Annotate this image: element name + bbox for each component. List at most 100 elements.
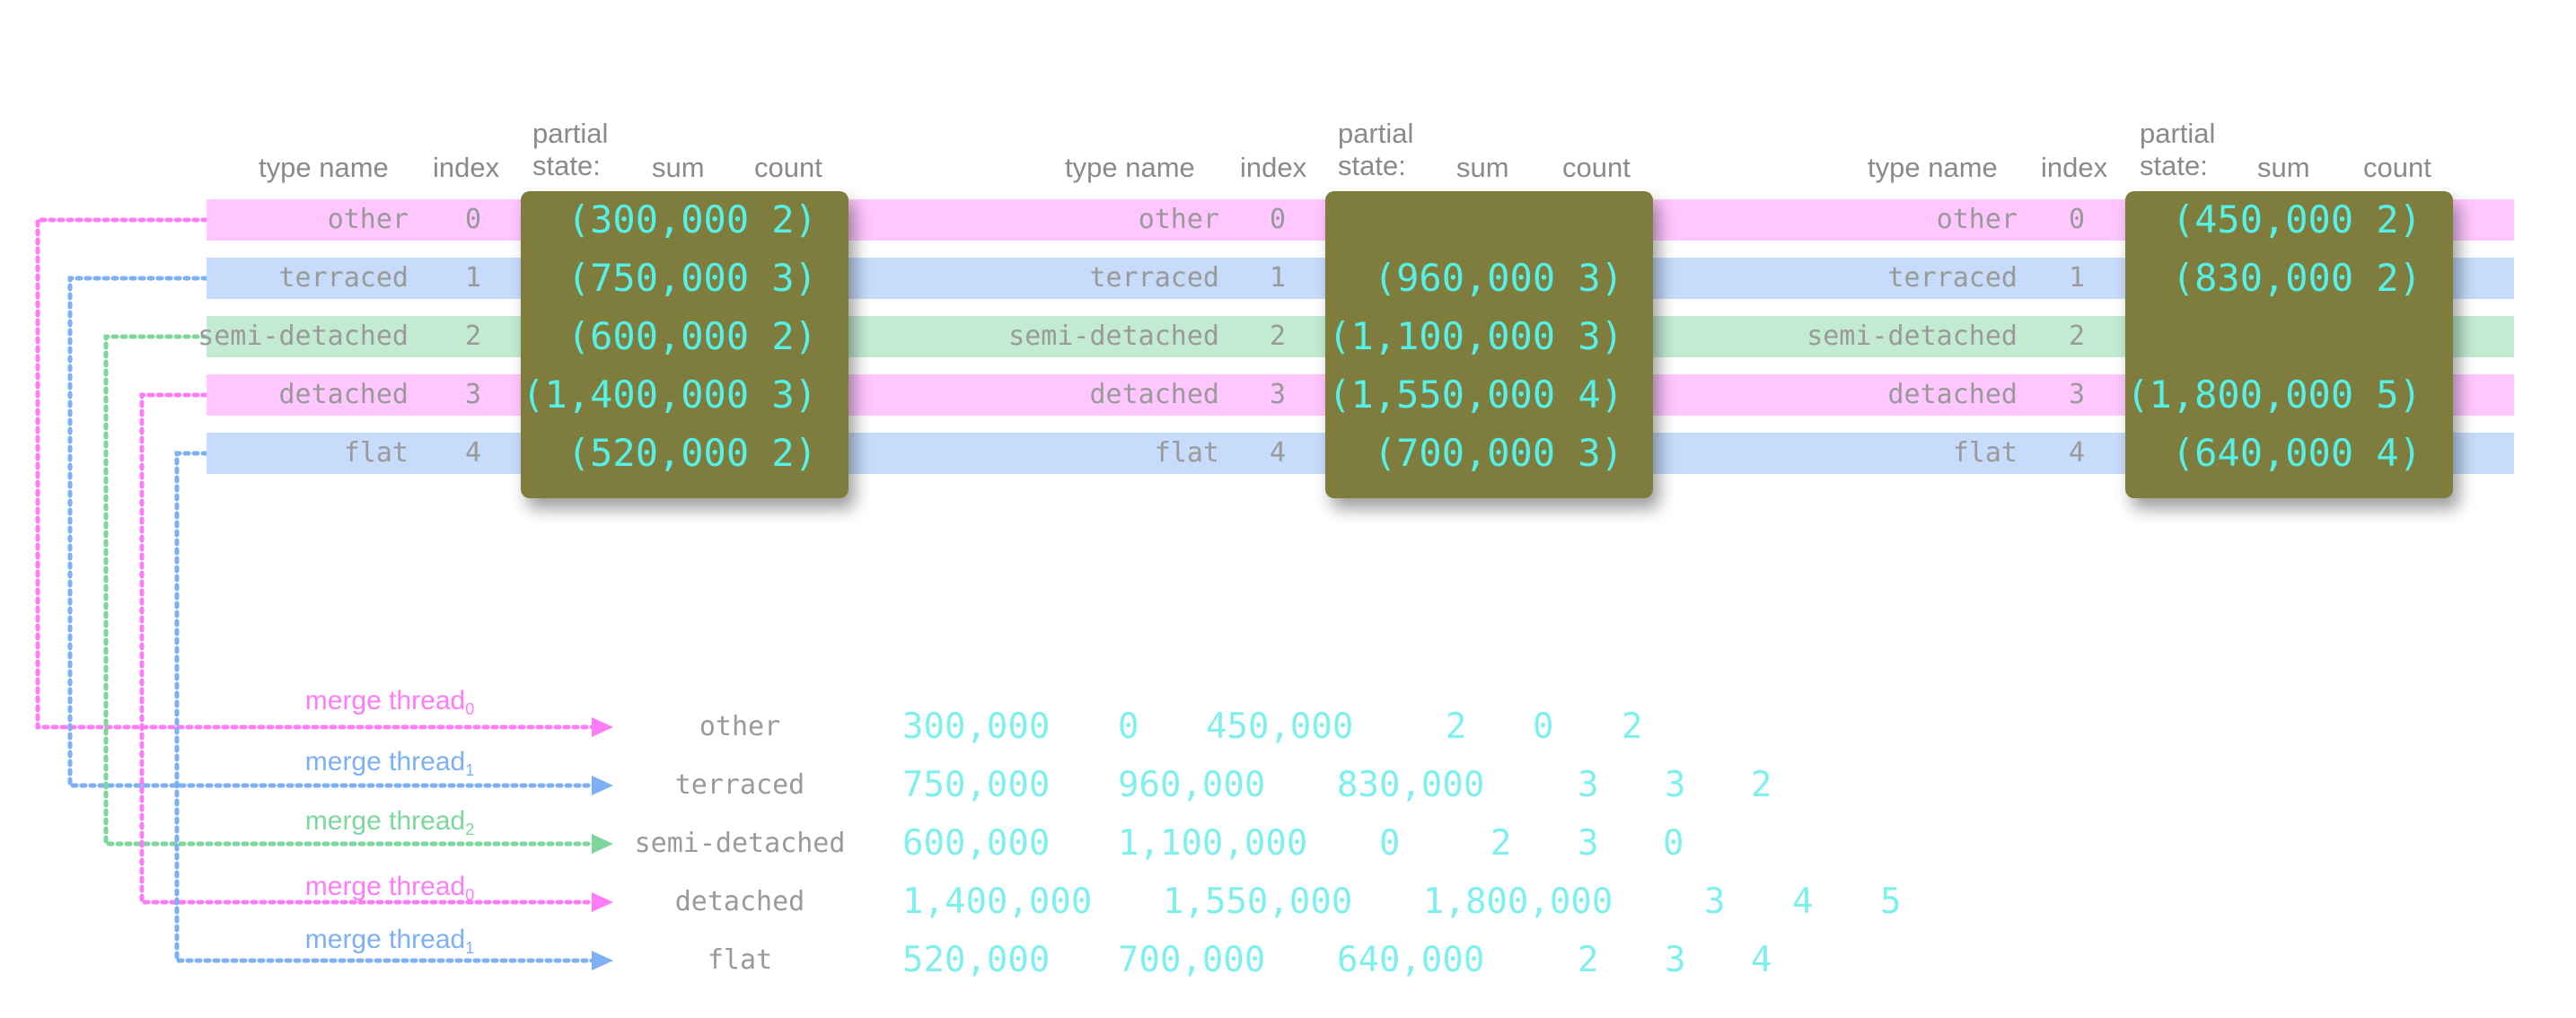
merge-thread-subscript: 1 [465,939,475,957]
merged-count-value: 0 [1663,823,1684,864]
merged-count-value: 3 [1665,940,1686,980]
partial-state-box [521,191,848,498]
partial-state-box [1325,191,1653,498]
row-band-terraced [207,258,521,299]
partial-state-pair: (450,000 2) [2171,197,2422,241]
row-band-semi-detached [1653,316,2125,357]
partial-state-pair: (520,000 2) [567,431,817,475]
row-band-flat [2453,433,2514,474]
merged-count-value: 2 [1446,706,1467,747]
merged-count-value: 5 [1880,882,1902,922]
header-type-name: type name [259,152,389,183]
partial-state-pair: (750,000 3) [567,256,817,300]
type-name-label: terraced [278,262,409,294]
merge-arrowhead [592,892,613,912]
merged-sum-value: 1,400,000 [902,882,1093,922]
merged-sum-value: 700,000 [1118,940,1266,980]
merged-sum-value: 0 [1118,706,1139,747]
partial-state-pair: (830,000 2) [2171,256,2422,300]
header-partial: partial [2140,118,2216,149]
row-band-other [848,199,1325,241]
header-state: state: [1338,150,1406,181]
merge-thread-text: merge thread [304,872,466,901]
merged-sum-value: 1,100,000 [1118,823,1308,864]
header-partial: partial [532,118,609,149]
type-index-label: 0 [465,204,482,235]
merge-thread-text: merge thread [304,806,466,836]
merge-thread-label: merge thread0 [246,686,533,718]
merged-sum-value: 520,000 [902,940,1051,980]
row-band-detached [1653,374,2125,416]
row-band-detached [207,374,521,416]
row-band-terraced [2453,258,2514,299]
merged-type-label: semi-detached [634,828,846,859]
merged-type-label: terraced [674,769,805,801]
header-state: state: [532,150,601,181]
merged-sum-value: 300,000 [902,706,1051,747]
merge-thread-text: merge thread [304,747,466,777]
merge-wire [103,334,598,847]
merged-type-label: other [699,711,781,742]
header-state: state: [2140,150,2208,181]
row-band-terraced [1653,258,2125,299]
header-sum: sum [2257,152,2310,183]
header-index: index [2041,152,2108,183]
merged-count-value: 4 [1792,882,1814,922]
row-band-flat [207,433,521,474]
merged-count-value: 3 [1578,765,1599,805]
merge-thread-subscript: 2 [465,821,475,838]
merge-thread-text: merge thread [304,686,466,715]
header-count: count [1562,152,1631,183]
partial-state-pair: (300,000 2) [567,197,817,241]
type-index-label: 4 [2069,437,2086,469]
header-index: index [1240,152,1307,183]
header-partial: partial [1338,118,1414,149]
row-band-semi-detached [207,316,521,357]
merged-sum-value: 450,000 [1206,706,1354,747]
row-band-other [207,199,521,241]
type-name-label: terraced [1089,262,1220,294]
merge-wire [67,276,598,788]
type-index-label: 0 [1270,204,1287,235]
row-band-semi-detached [848,316,1325,357]
type-name-label: semi-detached [198,320,409,352]
merged-count-value: 3 [1704,882,1726,922]
merged-type-label: detached [674,886,805,917]
header-count: count [754,152,822,183]
merge-thread-subscript: 0 [465,700,475,718]
header-type-name: type name [1868,152,1998,183]
merge-arrowhead [592,717,613,737]
merged-sum-value: 960,000 [1118,765,1266,805]
merge-wire [139,392,598,905]
merged-sum-value: 640,000 [1337,940,1485,980]
row-band-terraced [848,258,1325,299]
partial-state-pair: (700,000 3) [1373,431,1623,475]
merge-wire [35,217,598,730]
merge-thread-label: merge thread1 [246,747,533,778]
row-band-detached [2453,374,2514,416]
row-band-flat [1653,433,2125,474]
merged-count-value: 4 [1751,940,1772,980]
type-index-label: 3 [1270,379,1287,410]
merged-sum-value: 0 [1379,823,1401,864]
partial-state-pair: (1,550,000 4) [1328,373,1623,417]
merge-thread-label: merge thread2 [246,806,533,838]
merge-arrowhead [592,776,613,795]
type-name-label: other [1138,204,1219,235]
row-band-detached [848,374,1325,416]
type-index-label: 0 [2069,204,2086,235]
partial-state-box [2125,191,2453,498]
type-name-label: other [327,204,409,235]
merged-count-value: 2 [1490,823,1512,864]
header-type-name: type name [1065,152,1195,183]
merged-sum-value: 1,550,000 [1163,882,1353,922]
type-index-label: 4 [1270,437,1287,469]
partial-state-pair: (600,000 2) [567,314,817,358]
type-name-label: detached [278,379,409,410]
merge-thread-label: merge thread0 [246,872,533,903]
header-sum: sum [652,152,705,183]
merged-sum-value: 830,000 [1337,765,1485,805]
merge-wire [174,451,598,963]
row-band-other [2453,199,2514,241]
